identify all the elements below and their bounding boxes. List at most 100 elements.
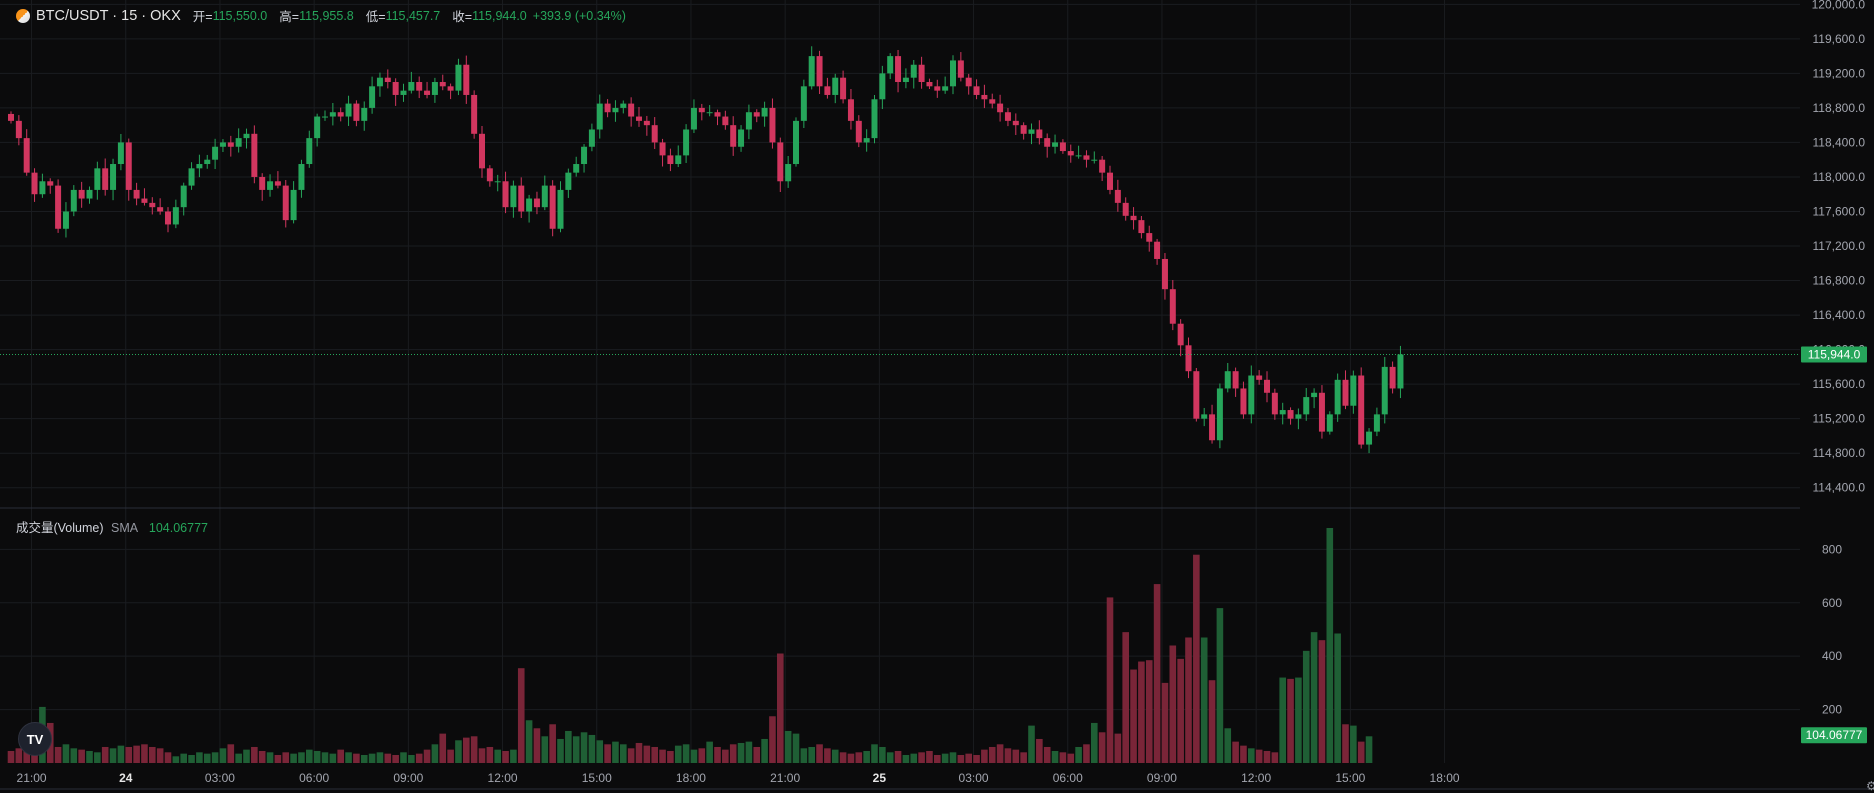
candle <box>1303 388 1310 421</box>
candle-body <box>887 56 894 74</box>
candle <box>628 97 635 127</box>
candle <box>1083 150 1090 168</box>
volume-bar <box>580 732 588 763</box>
candle <box>431 77 438 103</box>
candle-body <box>39 181 46 195</box>
candle-body <box>1154 241 1161 259</box>
candle <box>157 198 164 215</box>
volume-legend[interactable]: 成交量(Volume) SMA 104.06777 <box>16 517 208 536</box>
candle <box>1169 280 1176 331</box>
volume-bar <box>235 753 242 763</box>
candle-body <box>298 164 305 190</box>
volume-bar <box>1059 752 1067 763</box>
candle-body <box>612 107 619 113</box>
sma-label: SMA <box>111 521 138 535</box>
volume-bar <box>164 752 172 763</box>
volume-bar <box>1185 637 1192 763</box>
candle <box>447 83 454 100</box>
close-value: 115,944.0 <box>472 8 527 23</box>
symbol-legend[interactable]: BTC/USDT · 15 · OKX 开= 115,550.0 高= 115,95… <box>16 6 626 25</box>
price-tick-label: 116,800.0 <box>1813 274 1866 288</box>
candle-body <box>1256 375 1263 380</box>
volume-bar <box>1287 678 1294 763</box>
volume-bar <box>188 754 195 763</box>
volume-bar <box>541 736 549 763</box>
volume-bar <box>1098 732 1106 763</box>
candle <box>172 199 179 229</box>
candle <box>541 175 548 211</box>
candle-body <box>596 103 603 130</box>
candle <box>1287 407 1294 425</box>
candle-body <box>188 168 195 186</box>
volume-bar <box>400 752 407 763</box>
settings-gear-icon[interactable]: ⚙ <box>1866 779 1874 793</box>
candle-body <box>361 107 368 121</box>
candle <box>659 138 666 167</box>
candle-body <box>345 103 352 117</box>
candle-body <box>573 164 580 173</box>
candle <box>1326 411 1333 435</box>
price-axis[interactable]: 114,400.0 114,800.0 115,200.0 115,600.0 116,… <box>1812 0 1866 495</box>
candle-body <box>408 82 415 91</box>
volume-bar <box>831 749 839 763</box>
volume-bar <box>1012 749 1020 763</box>
volume-bar <box>737 742 745 763</box>
candle-body <box>1224 371 1231 389</box>
candle-body <box>329 112 336 117</box>
volume-bar <box>572 736 580 763</box>
candle-body <box>636 116 642 121</box>
volume-bar <box>337 749 344 763</box>
volume-bar <box>620 744 627 763</box>
time-axis[interactable]: 21:00 24 03:00 06:00 09:00 12:00 15:00 18:00 21:… <box>17 771 1460 785</box>
candle-body <box>620 103 627 108</box>
candle <box>690 99 697 134</box>
volume-bar <box>588 734 596 763</box>
volume-bar <box>376 752 384 763</box>
candle-body <box>989 99 996 104</box>
candle-body <box>1295 414 1302 419</box>
volume-bar <box>360 754 368 763</box>
candle-body <box>1052 142 1059 147</box>
volume-bar <box>211 752 219 763</box>
candle <box>1232 367 1239 397</box>
candle <box>1373 407 1380 437</box>
candle-body <box>793 120 799 165</box>
volume-bar <box>439 733 447 763</box>
candle-body <box>196 164 203 169</box>
volume-bar <box>549 724 556 763</box>
candle-body <box>1114 189 1121 203</box>
tradingview-logo-icon[interactable]: TV <box>18 722 52 756</box>
volume-bar <box>463 737 470 763</box>
volume-bar <box>274 754 282 763</box>
volume-bar <box>345 752 352 763</box>
volume-bar <box>86 750 93 763</box>
candle-body <box>1122 202 1129 216</box>
candle <box>785 155 792 188</box>
candle-body <box>965 77 972 87</box>
candle <box>950 55 956 95</box>
candle-body <box>267 181 274 190</box>
candle <box>117 133 124 171</box>
candle-body <box>706 112 713 114</box>
time-tick-label: 15:00 <box>582 771 612 785</box>
high-label: 高= <box>279 10 300 24</box>
candle <box>502 171 509 214</box>
candle <box>549 180 556 237</box>
candle-body <box>416 82 423 91</box>
time-tick-label: 18:00 <box>1430 771 1460 785</box>
candle-body <box>23 138 30 173</box>
volume-bar <box>698 748 706 763</box>
candle <box>753 109 760 123</box>
volume-bar <box>996 744 1004 763</box>
symbol-title[interactable]: BTC/USDT · 15 · OKX <box>36 7 181 24</box>
candle <box>1028 123 1035 145</box>
candle <box>1020 122 1027 140</box>
time-tick-label: 25 <box>873 771 887 785</box>
candle-body <box>165 211 171 225</box>
volume-axis[interactable]: 200 400 600 800 <box>1822 542 1842 716</box>
candle-body <box>1358 375 1365 445</box>
candle <box>1334 373 1341 422</box>
candle-body <box>565 172 572 190</box>
candle <box>1240 381 1247 419</box>
